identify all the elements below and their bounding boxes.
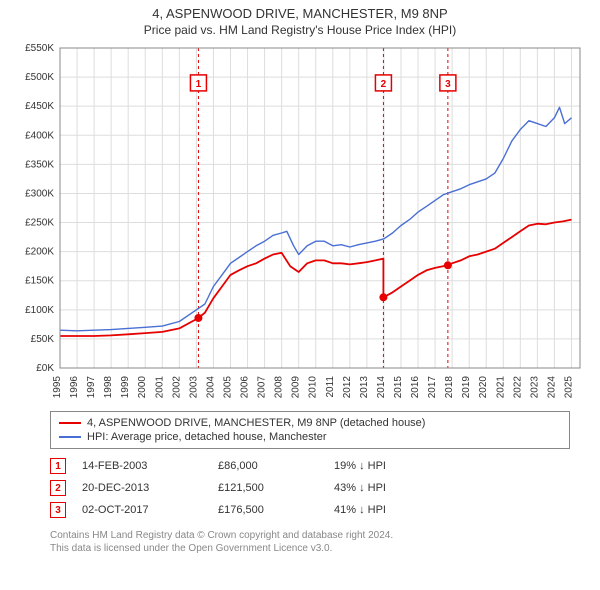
price-chart: £0K £50K £100K £150K £200K £250K £300K £350K £40…: [10, 43, 590, 403]
svg-text:£350K: £350K: [25, 159, 54, 170]
svg-text:1995: 1995: [52, 376, 63, 399]
sale-price: £121,500: [218, 482, 318, 494]
svg-text:2003: 2003: [188, 376, 199, 399]
sale-hpi-delta: 19% ↓ HPI: [334, 460, 434, 472]
sale-row: 2 20-DEC-2013 £121,500 43% ↓ HPI: [50, 477, 570, 499]
svg-text:2020: 2020: [478, 376, 489, 399]
sale-price: £86,000: [218, 460, 318, 472]
svg-text:2015: 2015: [393, 376, 404, 399]
svg-text:1997: 1997: [86, 376, 97, 399]
svg-text:2014: 2014: [376, 376, 387, 399]
svg-text:1998: 1998: [103, 376, 114, 399]
sale-date: 02-OCT-2017: [82, 504, 202, 516]
svg-text:2010: 2010: [308, 376, 319, 399]
sale-hpi-delta: 43% ↓ HPI: [334, 482, 434, 494]
svg-text:2022: 2022: [512, 376, 523, 399]
chart-container: £0K £50K £100K £150K £200K £250K £300K £350K £40…: [10, 43, 590, 403]
legend-item: 4, ASPENWOOD DRIVE, MANCHESTER, M9 8NP (…: [59, 416, 561, 430]
svg-text:2012: 2012: [342, 376, 353, 399]
svg-text:2011: 2011: [325, 376, 336, 398]
svg-text:2006: 2006: [240, 376, 251, 399]
svg-text:£200K: £200K: [25, 247, 54, 258]
legend-swatch: [59, 436, 81, 438]
svg-text:£50K: £50K: [31, 334, 55, 345]
sale-hpi-delta: 41% ↓ HPI: [334, 504, 434, 516]
svg-text:£450K: £450K: [25, 101, 54, 112]
chart-title: 4, ASPENWOOD DRIVE, MANCHESTER, M9 8NP: [10, 6, 590, 21]
svg-text:2021: 2021: [495, 376, 506, 399]
sale-badge: 2: [50, 480, 66, 496]
svg-text:2009: 2009: [291, 376, 302, 399]
sale-price: £176,500: [218, 504, 318, 516]
svg-text:2024: 2024: [546, 376, 557, 399]
footer-line-2: This data is licensed under the Open Gov…: [50, 542, 590, 555]
svg-text:2023: 2023: [529, 376, 540, 399]
svg-text:2018: 2018: [444, 376, 455, 399]
svg-text:£300K: £300K: [25, 188, 54, 199]
sale-row: 1 14-FEB-2003 £86,000 19% ↓ HPI: [50, 455, 570, 477]
footer-line-1: Contains HM Land Registry data © Crown c…: [50, 529, 590, 542]
svg-text:2019: 2019: [461, 376, 472, 399]
svg-text:£250K: £250K: [25, 218, 54, 229]
legend-label: HPI: Average price, detached house, Manc…: [87, 431, 327, 443]
svg-text:2: 2: [381, 79, 387, 90]
sale-row: 3 02-OCT-2017 £176,500 41% ↓ HPI: [50, 499, 570, 521]
svg-text:2004: 2004: [205, 376, 216, 399]
svg-text:2025: 2025: [563, 376, 574, 399]
sales-table: 1 14-FEB-2003 £86,000 19% ↓ HPI 2 20-DEC-2013…: [50, 455, 570, 521]
svg-text:2001: 2001: [154, 376, 165, 399]
svg-text:£100K: £100K: [25, 305, 54, 316]
svg-text:£150K: £150K: [25, 276, 54, 287]
svg-text:2013: 2013: [359, 376, 370, 399]
svg-text:2016: 2016: [410, 376, 421, 399]
sale-date: 14-FEB-2003: [82, 460, 202, 472]
svg-text:£0K: £0K: [36, 363, 54, 374]
svg-text:1996: 1996: [69, 376, 80, 399]
legend-swatch: [59, 422, 81, 424]
footer-attribution: Contains HM Land Registry data © Crown c…: [50, 529, 590, 555]
svg-text:£400K: £400K: [25, 130, 54, 141]
svg-text:2007: 2007: [257, 376, 268, 399]
svg-text:2005: 2005: [222, 376, 233, 399]
svg-text:£500K: £500K: [25, 72, 54, 83]
svg-text:3: 3: [445, 79, 451, 90]
svg-text:1: 1: [196, 79, 202, 90]
svg-text:2008: 2008: [274, 376, 285, 399]
legend-item: HPI: Average price, detached house, Manc…: [59, 430, 561, 444]
svg-text:2002: 2002: [171, 376, 182, 399]
svg-text:£550K: £550K: [25, 43, 54, 54]
legend-label: 4, ASPENWOOD DRIVE, MANCHESTER, M9 8NP (…: [87, 417, 425, 429]
sale-badge: 1: [50, 458, 66, 474]
sale-badge: 3: [50, 502, 66, 518]
svg-text:2000: 2000: [137, 376, 148, 399]
svg-text:1999: 1999: [120, 376, 131, 399]
legend: 4, ASPENWOOD DRIVE, MANCHESTER, M9 8NP (…: [50, 411, 570, 449]
svg-text:2017: 2017: [427, 376, 438, 399]
sale-date: 20-DEC-2013: [82, 482, 202, 494]
chart-subtitle: Price paid vs. HM Land Registry's House …: [10, 23, 590, 37]
